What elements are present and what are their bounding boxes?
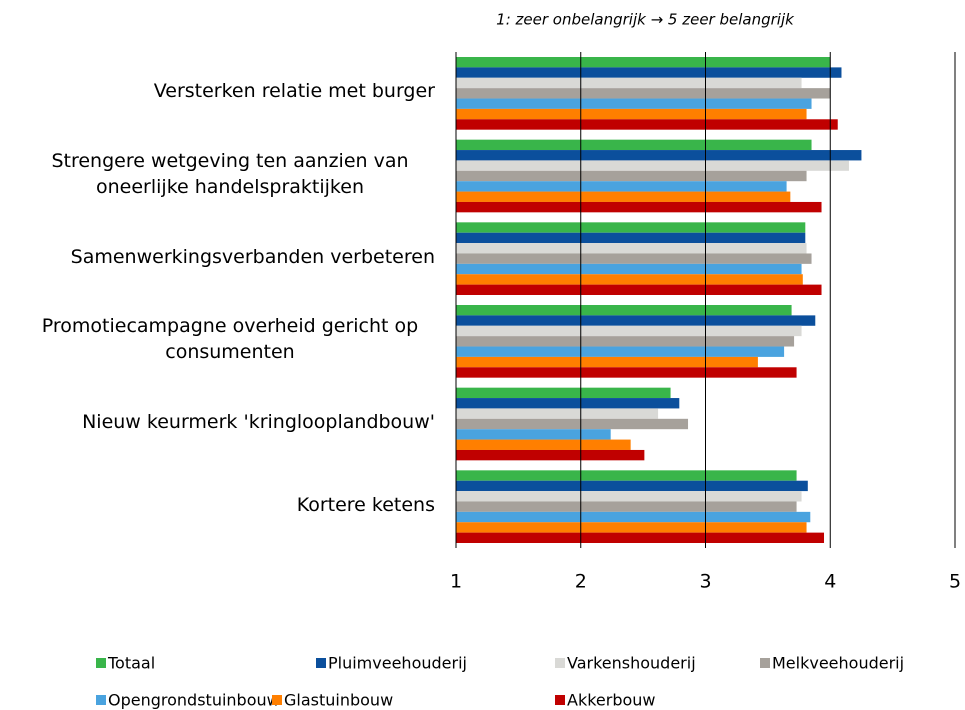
bar xyxy=(456,501,797,512)
bar xyxy=(456,387,671,399)
bar xyxy=(456,160,849,171)
bar xyxy=(456,191,791,202)
x-tick-label: 1 xyxy=(450,571,462,593)
bar xyxy=(456,408,659,419)
bar xyxy=(456,398,680,409)
bar xyxy=(456,305,792,316)
bar xyxy=(456,284,822,295)
legend-label: Totaal xyxy=(107,654,155,673)
legend-swatch xyxy=(96,695,106,705)
bar xyxy=(456,336,795,347)
legend-label: Akkerbouw xyxy=(567,691,656,710)
bar xyxy=(456,346,785,357)
y-tick-label: Versterken relatie met burger xyxy=(153,80,435,103)
legend-label: Varkenshouderij xyxy=(567,654,696,673)
legend-swatch xyxy=(760,658,770,668)
x-tick-label: 4 xyxy=(824,571,836,593)
legend-swatch xyxy=(316,658,326,668)
bar xyxy=(456,181,787,192)
bar xyxy=(456,150,862,161)
bar xyxy=(456,98,812,109)
legend-swatch xyxy=(555,695,565,705)
bar xyxy=(456,470,797,481)
legend-swatch xyxy=(555,658,565,668)
y-tick-label: Strengere wetgeving ten aanzien van onee… xyxy=(51,150,409,198)
chart-subtitle: 1: zeer onbelangrijk → 5 zeer belangrijk xyxy=(496,11,795,29)
bar xyxy=(456,222,806,233)
bar xyxy=(456,263,802,275)
bar xyxy=(456,449,645,461)
bar xyxy=(456,88,831,99)
y-tick-label: Samenwerkingsverbanden verbeteren xyxy=(70,245,435,268)
legend-label: Glastuinbouw xyxy=(284,691,393,710)
bar xyxy=(456,201,822,213)
bar xyxy=(456,243,807,254)
bar xyxy=(456,439,631,450)
bar xyxy=(456,108,807,120)
legend-label: Melkveehouderij xyxy=(772,654,904,673)
bar xyxy=(456,367,797,378)
bar xyxy=(456,170,807,182)
bar xyxy=(456,232,806,244)
bar xyxy=(456,119,838,130)
legend-swatch xyxy=(96,658,106,668)
bar xyxy=(456,532,825,543)
legend-label: Opengrondstuinbouw xyxy=(108,691,280,710)
bar xyxy=(456,325,802,337)
x-tick-label: 3 xyxy=(699,571,711,593)
x-tick-label: 5 xyxy=(949,571,961,593)
bar xyxy=(456,315,816,326)
bar xyxy=(456,491,802,502)
y-tick-label: Promotiecampagne overheid gericht op con… xyxy=(41,315,419,364)
bar xyxy=(456,480,808,492)
legend-label: Pluimveehouderij xyxy=(328,654,467,673)
y-tick-label: Kortere ketens xyxy=(296,493,435,516)
y-tick-label: Nieuw keurmerk 'kringlooplandbouw' xyxy=(82,411,435,433)
bar xyxy=(456,522,807,533)
bar xyxy=(456,274,803,285)
x-tick-label: 2 xyxy=(575,571,587,593)
bar xyxy=(456,356,758,368)
bar xyxy=(456,67,842,78)
bar xyxy=(456,139,812,151)
bar xyxy=(456,418,689,430)
legend-swatch xyxy=(272,695,282,705)
bar xyxy=(456,57,831,68)
bar xyxy=(456,253,812,264)
bar xyxy=(456,429,611,440)
bar xyxy=(456,77,802,89)
bar xyxy=(456,511,811,523)
